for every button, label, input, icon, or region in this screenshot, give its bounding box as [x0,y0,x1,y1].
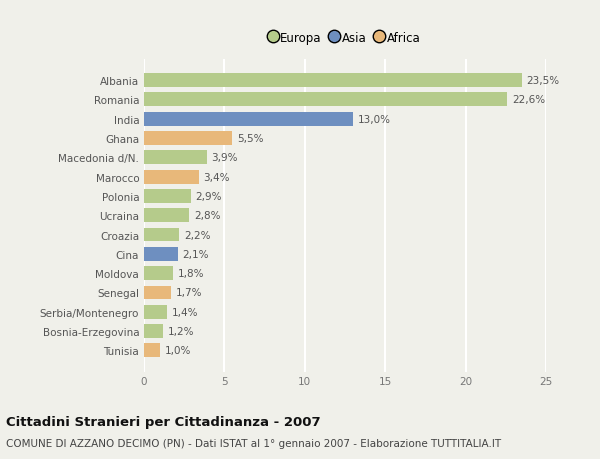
Bar [144,93,508,107]
Text: 3,4%: 3,4% [203,172,230,182]
Text: 3,9%: 3,9% [212,153,238,163]
Bar [144,190,191,203]
Text: Cittadini Stranieri per Cittadinanza - 2007: Cittadini Stranieri per Cittadinanza - 2… [6,415,320,428]
Bar [144,228,179,242]
Bar [144,325,163,338]
Bar [144,112,353,126]
Bar [144,305,167,319]
Text: 2,2%: 2,2% [184,230,211,240]
Text: 2,8%: 2,8% [194,211,220,221]
Text: COMUNE DI AZZANO DECIMO (PN) - Dati ISTAT al 1° gennaio 2007 - Elaborazione TUTT: COMUNE DI AZZANO DECIMO (PN) - Dati ISTA… [6,438,501,448]
Bar [144,74,522,88]
Bar [144,132,232,146]
Bar [144,209,189,223]
Text: 2,1%: 2,1% [182,249,209,259]
Text: 1,8%: 1,8% [178,269,204,279]
Bar [144,286,172,300]
Bar [144,151,207,165]
Bar [144,247,178,261]
Legend: Europa, Asia, Africa: Europa, Asia, Africa [266,28,424,48]
Text: 5,5%: 5,5% [237,134,264,144]
Text: 1,0%: 1,0% [165,346,191,356]
Bar [144,267,173,280]
Bar [144,344,160,358]
Text: 2,9%: 2,9% [196,191,222,202]
Text: 1,2%: 1,2% [168,326,194,336]
Text: 23,5%: 23,5% [527,76,560,86]
Text: 1,7%: 1,7% [176,288,203,298]
Text: 13,0%: 13,0% [358,114,391,124]
Text: 1,4%: 1,4% [172,307,198,317]
Text: 22,6%: 22,6% [512,95,545,105]
Bar [144,170,199,184]
